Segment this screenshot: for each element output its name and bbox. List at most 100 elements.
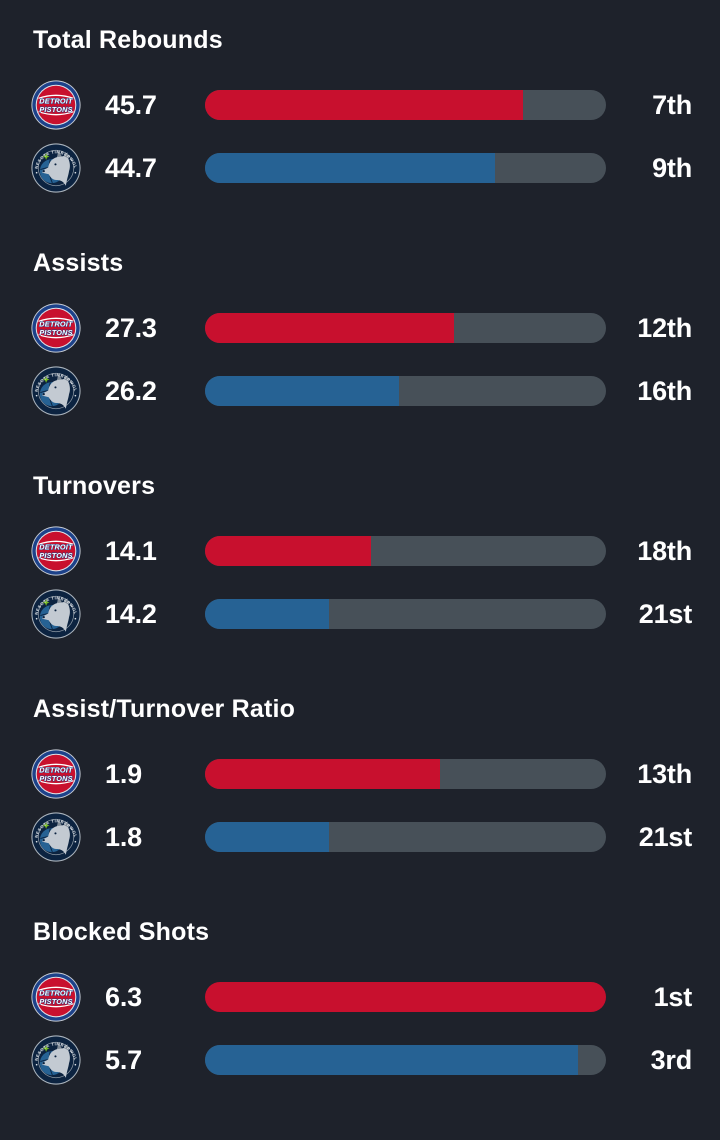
timberwolves-wolf-ears-shade bbox=[57, 819, 68, 828]
timberwolves-north-star bbox=[42, 599, 50, 606]
timberwolves-logo-graphic: MINNESOTA TIMBERWOLVES bbox=[31, 366, 81, 416]
timberwolves-logo: MINNESOTA TIMBERWOLVES bbox=[31, 1035, 81, 1085]
stat-bar-fill bbox=[205, 1045, 579, 1075]
stat-bar-track bbox=[205, 313, 606, 343]
stat-rank: 21st bbox=[638, 821, 692, 852]
timberwolves-wolf-nose bbox=[42, 169, 45, 173]
pistons-logo-text-line2: PISTONS bbox=[39, 105, 72, 114]
stat-section-title: Blocked Shots bbox=[33, 918, 210, 946]
timberwolves-ring-dot-right bbox=[74, 840, 77, 843]
timberwolves-north-star bbox=[42, 1045, 50, 1052]
stat-section: Assists DETROIT PISTONS 27.3 12th MINNES… bbox=[0, 248, 720, 471]
stat-bar-track bbox=[205, 982, 606, 1012]
timberwolves-ring-dot-left bbox=[35, 840, 38, 843]
stat-row: MINNESOTA TIMBERWOLVES 44.7 9th bbox=[0, 143, 720, 193]
stat-bar-track bbox=[205, 822, 606, 852]
pistons-seam-bottom bbox=[38, 557, 74, 562]
timberwolves-wolf-ears-shade bbox=[57, 150, 68, 159]
stat-rank: 18th bbox=[637, 535, 692, 566]
pistons-seam-bottom bbox=[38, 334, 74, 339]
stat-bar-fill bbox=[205, 376, 399, 406]
timberwolves-wolf-ears-shade bbox=[57, 596, 68, 605]
pistons-seam-bottom bbox=[38, 1003, 74, 1008]
stat-value: 44.7 bbox=[105, 152, 157, 183]
timberwolves-logo-graphic: MINNESOTA TIMBERWOLVES bbox=[31, 589, 81, 639]
stat-value: 26.2 bbox=[105, 375, 157, 406]
stat-rank: 13th bbox=[637, 758, 692, 789]
stat-value: 6.3 bbox=[105, 981, 142, 1012]
stat-bar-track bbox=[205, 153, 606, 183]
timberwolves-wolf-eye bbox=[54, 163, 57, 166]
stat-rows: DETROIT PISTONS 6.3 1st MINNESOTA TIMBER… bbox=[0, 972, 720, 1085]
stat-value: 14.1 bbox=[105, 535, 157, 566]
stat-rows: DETROIT PISTONS 14.1 18th MINNESOTA TIMB… bbox=[0, 526, 720, 639]
pistons-logo-text-line2: PISTONS bbox=[39, 774, 72, 783]
stat-section-title: Turnovers bbox=[33, 472, 156, 500]
timberwolves-ring-dot-left bbox=[35, 617, 38, 620]
stat-value: 14.2 bbox=[105, 598, 157, 629]
pistons-seam-bottom bbox=[38, 780, 74, 785]
pistons-seam-top bbox=[38, 317, 74, 322]
pistons-red-ball bbox=[36, 308, 76, 348]
stat-section-title: Assists bbox=[33, 249, 124, 277]
stat-section: Turnovers DETROIT PISTONS 14.1 18th MINN… bbox=[0, 471, 720, 694]
stat-bar-track bbox=[205, 1045, 606, 1075]
pistons-logo-text-line1: DETROIT bbox=[39, 543, 73, 552]
timberwolves-wolf-nose bbox=[42, 838, 45, 842]
pistons-seam-top bbox=[38, 540, 74, 545]
pistons-logo-text-line1: DETROIT bbox=[39, 989, 73, 998]
stat-bar-track bbox=[205, 759, 606, 789]
timberwolves-north-star bbox=[42, 153, 50, 160]
pistons-red-ball bbox=[36, 85, 76, 125]
pistons-logo-graphic: DETROIT PISTONS bbox=[31, 80, 81, 130]
timberwolves-wolf-head bbox=[42, 819, 70, 855]
pistons-red-ball bbox=[36, 754, 76, 794]
pistons-logo-text-line1: DETROIT bbox=[39, 97, 73, 106]
stat-value: 27.3 bbox=[105, 312, 157, 343]
pistons-logo-text-line1: DETROIT bbox=[39, 766, 73, 775]
stat-rows: DETROIT PISTONS 45.7 7th MINNESOTA TIMBE… bbox=[0, 80, 720, 193]
pistons-seam-top bbox=[38, 763, 74, 768]
stat-bar-fill bbox=[205, 313, 455, 343]
timberwolves-wolf-eye bbox=[54, 609, 57, 612]
stat-bar-fill bbox=[205, 90, 523, 120]
timberwolves-wolf-eye bbox=[54, 386, 57, 389]
stat-row: DETROIT PISTONS 14.1 18th bbox=[0, 526, 720, 576]
timberwolves-ring-dot-left bbox=[35, 394, 38, 397]
stat-row: DETROIT PISTONS 1.9 13th bbox=[0, 749, 720, 799]
pistons-red-ball bbox=[36, 977, 76, 1017]
stat-bar-fill bbox=[205, 599, 330, 629]
timberwolves-ring-dot-right bbox=[74, 171, 77, 174]
stat-bar-track bbox=[205, 90, 606, 120]
stat-bar-fill bbox=[205, 982, 606, 1012]
stat-row: DETROIT PISTONS 6.3 1st bbox=[0, 972, 720, 1022]
timberwolves-wolf-eye bbox=[54, 1055, 57, 1058]
stat-value: 5.7 bbox=[105, 1044, 142, 1075]
timberwolves-wolf-head bbox=[42, 150, 70, 186]
stat-rank: 21st bbox=[638, 598, 692, 629]
stat-rank: 3rd bbox=[650, 1044, 693, 1075]
pistons-logo: DETROIT PISTONS bbox=[31, 80, 81, 130]
timberwolves-north-star bbox=[42, 376, 50, 383]
timberwolves-wolf-nose bbox=[42, 392, 45, 396]
timberwolves-logo-graphic: MINNESOTA TIMBERWOLVES bbox=[31, 812, 81, 862]
pistons-logo-text-line2: PISTONS bbox=[39, 997, 72, 1006]
pistons-logo: DETROIT PISTONS bbox=[31, 749, 81, 799]
pistons-seam-bottom bbox=[38, 111, 74, 116]
stat-bar-fill bbox=[205, 822, 330, 852]
pistons-red-ball bbox=[36, 531, 76, 571]
pistons-logo-text-line2: PISTONS bbox=[39, 328, 72, 337]
timberwolves-logo: MINNESOTA TIMBERWOLVES bbox=[31, 143, 81, 193]
stat-rank: 7th bbox=[652, 89, 692, 120]
timberwolves-wolf-eye bbox=[54, 832, 57, 835]
stat-row: DETROIT PISTONS 45.7 7th bbox=[0, 80, 720, 130]
timberwolves-wolf-head bbox=[42, 1042, 70, 1078]
stat-rank: 9th bbox=[652, 152, 692, 183]
timberwolves-ring-dot-right bbox=[74, 617, 77, 620]
timberwolves-logo-graphic: MINNESOTA TIMBERWOLVES bbox=[31, 143, 81, 193]
pistons-logo: DETROIT PISTONS bbox=[31, 526, 81, 576]
stat-section-title: Total Rebounds bbox=[33, 26, 223, 54]
stat-bar-fill bbox=[205, 536, 371, 566]
timberwolves-logo: MINNESOTA TIMBERWOLVES bbox=[31, 589, 81, 639]
timberwolves-wolf-head bbox=[42, 596, 70, 632]
